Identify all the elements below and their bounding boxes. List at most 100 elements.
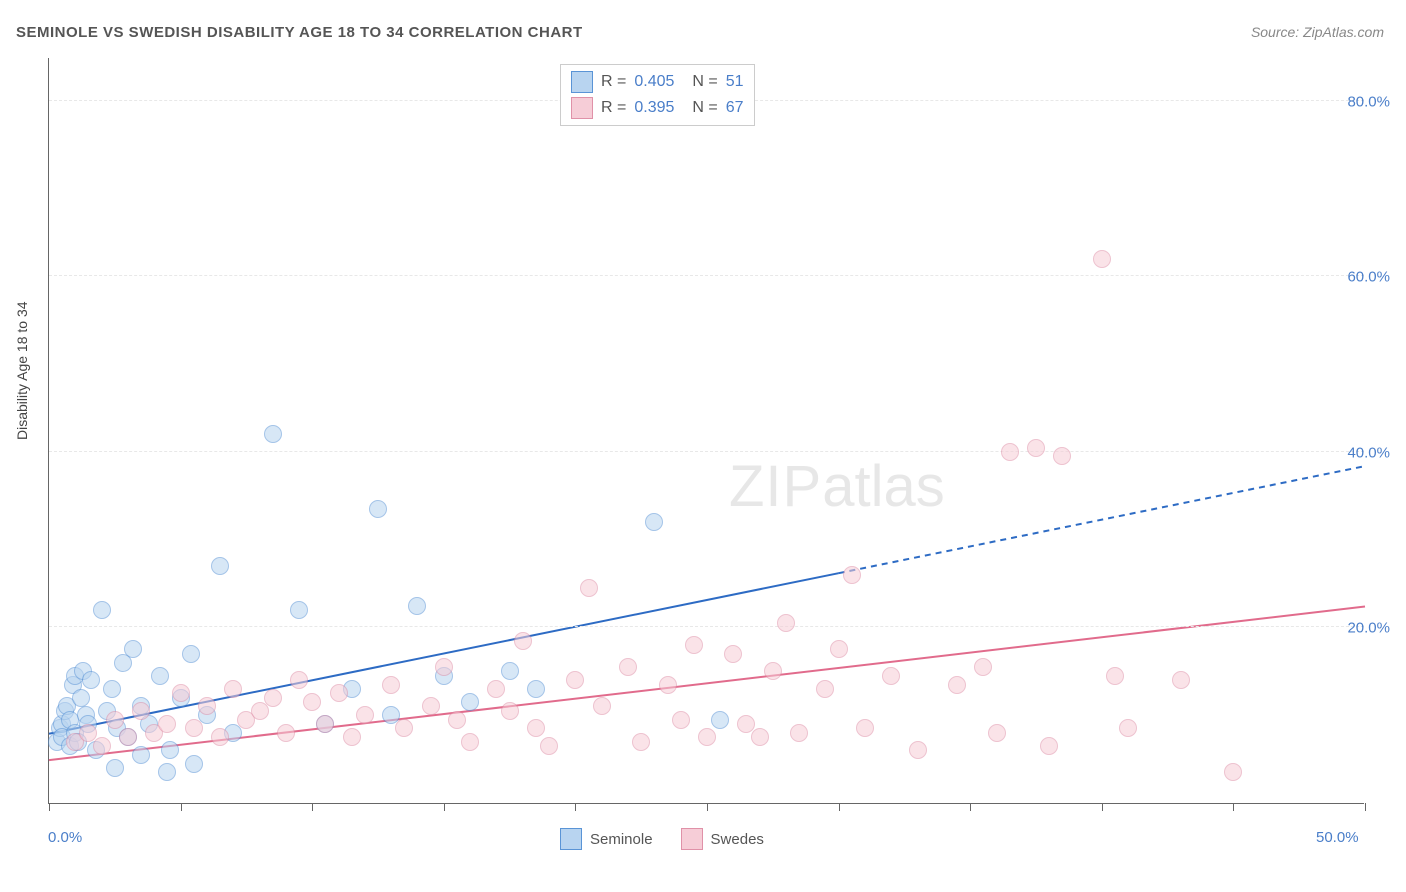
data-point [1106,667,1124,685]
data-point [93,737,111,755]
data-point [777,614,795,632]
correlation-chart: SEMINOLE VS SWEDISH DISABILITY AGE 18 TO… [0,0,1406,892]
legend-stats-row: R =0.395N =67 [571,95,744,121]
data-point [882,667,900,685]
legend-series: Seminole Swedes [560,828,764,850]
legend-series-label: Swedes [711,831,764,848]
data-point [527,719,545,737]
data-point [158,715,176,733]
data-point [487,680,505,698]
data-point [303,693,321,711]
legend-r-value: 0.405 [634,73,674,91]
data-point [132,702,150,720]
trend-lines [49,58,1364,803]
x-tick [1102,803,1103,811]
data-point [106,711,124,729]
data-point [1027,439,1045,457]
legend-r-value: 0.395 [634,99,674,117]
data-point [711,711,729,729]
data-point [632,733,650,751]
trend-line-dashed [839,466,1365,573]
data-point [816,680,834,698]
data-point [974,658,992,676]
data-point [185,719,203,737]
x-tick [1365,803,1366,811]
legend-swatch [681,828,703,850]
legend-stats: R =0.405N =51R =0.395N =67 [560,64,755,126]
data-point [251,702,269,720]
x-tick-label: 0.0% [48,829,82,846]
data-point [645,513,663,531]
data-point [422,697,440,715]
x-tick [839,803,840,811]
data-point [1001,443,1019,461]
plot-area: ZIPatlas [48,58,1364,804]
legend-stats-row: R =0.405N =51 [571,69,744,95]
data-point [461,733,479,751]
data-point [1119,719,1137,737]
data-point [435,658,453,676]
data-point [211,728,229,746]
data-point [527,680,545,698]
data-point [856,719,874,737]
data-point [501,662,519,680]
gridline [49,626,1364,627]
data-point [948,676,966,694]
data-point [343,728,361,746]
data-point [988,724,1006,742]
data-point [330,684,348,702]
data-point [172,684,190,702]
data-point [1053,447,1071,465]
data-point [106,759,124,777]
data-point [448,711,466,729]
data-point [461,693,479,711]
legend-swatch [560,828,582,850]
data-point [501,702,519,720]
legend-series-item: Seminole [560,828,653,850]
data-point [72,689,90,707]
x-tick [49,803,50,811]
data-point [151,667,169,685]
data-point [1172,671,1190,689]
data-point [830,640,848,658]
data-point [124,640,142,658]
data-point [264,425,282,443]
data-point [790,724,808,742]
data-point [395,719,413,737]
legend-r-label: R = [601,99,626,117]
data-point [724,645,742,663]
data-point [119,728,137,746]
y-tick-label: 40.0% [1347,444,1390,461]
y-tick-label: 60.0% [1347,269,1390,286]
x-tick-label: 50.0% [1316,829,1359,846]
data-point [619,658,637,676]
y-axis-label: Disability Age 18 to 34 [14,301,30,440]
x-tick [970,803,971,811]
data-point [290,671,308,689]
data-point [264,689,282,707]
data-point [1093,250,1111,268]
x-tick [444,803,445,811]
data-point [82,671,100,689]
data-point [685,636,703,654]
data-point [211,557,229,575]
data-point [566,671,584,689]
gridline [49,451,1364,452]
x-tick [707,803,708,811]
legend-swatch [571,97,593,119]
data-point [158,763,176,781]
data-point [672,711,690,729]
data-point [514,632,532,650]
legend-swatch [571,71,593,93]
data-point [161,741,179,759]
data-point [764,662,782,680]
data-point [580,579,598,597]
data-point [316,715,334,733]
chart-title: SEMINOLE VS SWEDISH DISABILITY AGE 18 TO… [16,24,583,41]
y-tick-label: 80.0% [1347,93,1390,110]
data-point [540,737,558,755]
data-point [698,728,716,746]
data-point [290,601,308,619]
legend-series-label: Seminole [590,831,653,848]
data-point [382,676,400,694]
